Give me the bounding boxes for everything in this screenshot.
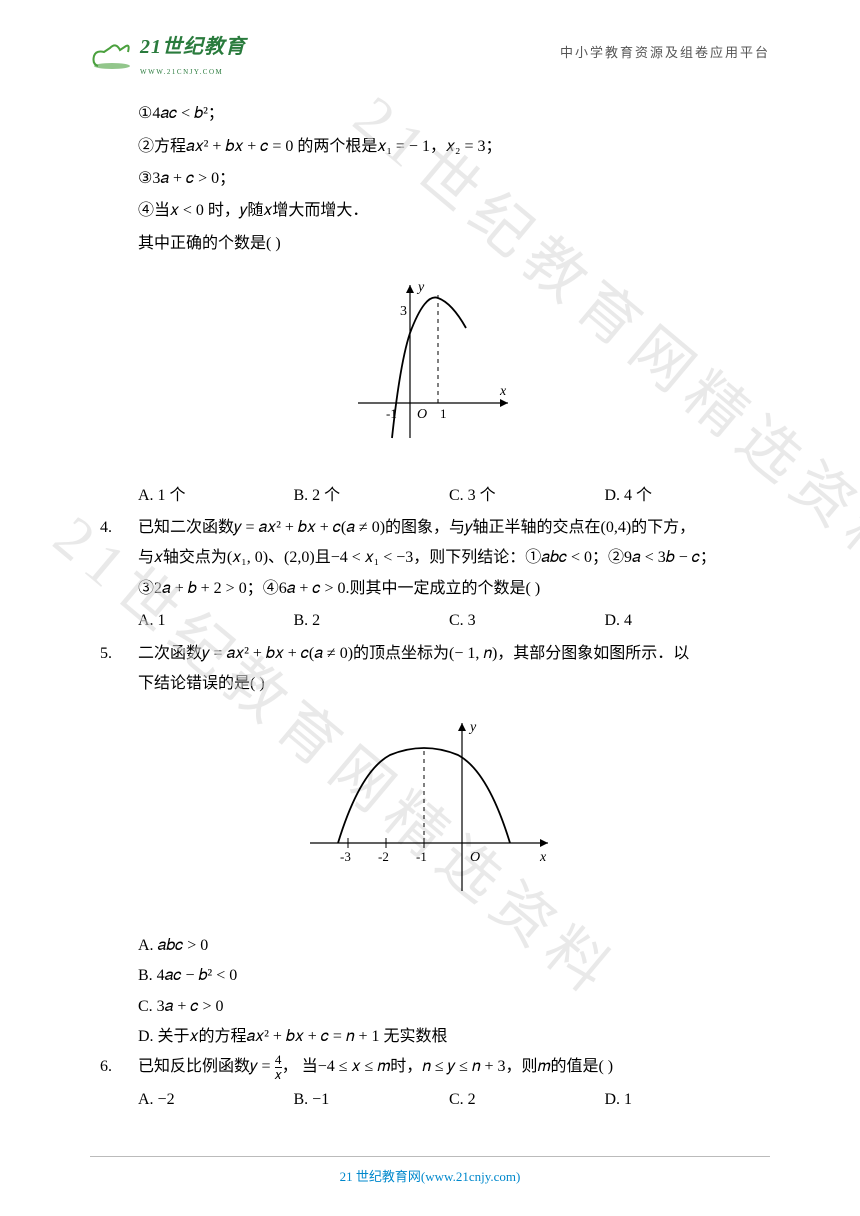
q3-options: A. 1 个 B. 2 个 C. 3 个 D. 4 个 [100, 481, 760, 511]
q3-option-c: C. 3 个 [449, 481, 605, 511]
logo-sub: WWW.21CNJY.COM [140, 66, 246, 79]
q6-number: 6. [100, 1052, 138, 1082]
svg-text:y: y [416, 280, 425, 295]
logo-icon [90, 38, 134, 70]
logo-text: 21世纪教育 [140, 28, 246, 66]
q4-option-d: D. 4 [605, 606, 761, 636]
q4-options: A. 1 B. 2 C. 3 D. 4 [100, 606, 760, 636]
q4-line1: 已知二次函数𝑦 = 𝑎𝑥² + 𝑏𝑥 + 𝑐(𝑎 ≠ 0)的图象，与𝑦轴正半轴的… [138, 513, 760, 543]
header-right-text: 中小学教育资源及组卷应用平台 [560, 41, 770, 66]
content-area: ①4𝑎𝑐 < 𝑏²； ②方程𝑎𝑥² + 𝑏𝑥 + 𝑐 = 0 的两个根是𝑥₁ =… [90, 99, 770, 1115]
q4-option-c: C. 3 [449, 606, 605, 636]
q6: 6. 已知反比例函数𝑦 = 4𝑥， 当−4 ≤ 𝑥 ≤ 𝑚时，𝑛 ≤ 𝑦 ≤ 𝑛… [100, 1052, 760, 1082]
q6-body: 已知反比例函数𝑦 = 4𝑥， 当−4 ≤ 𝑥 ≤ 𝑚时，𝑛 ≤ 𝑦 ≤ 𝑛 + … [138, 1052, 760, 1082]
q3-option-a: A. 1 个 [138, 481, 294, 511]
q3-graph: 3 -1 1 O x y [100, 273, 760, 464]
svg-text:-1: -1 [416, 849, 427, 864]
q5-option-a: A. 𝑎𝑏𝑐 > 0 [100, 931, 760, 961]
q6-option-b: B. −1 [294, 1085, 450, 1115]
q6-option-c: C. 2 [449, 1085, 605, 1115]
q3-option-b: B. 2 个 [294, 481, 450, 511]
q4-line3: ③2𝑎 + 𝑏 + 2 > 0；④6𝑎 + 𝑐 > 0.则其中一定成立的个数是(… [138, 574, 760, 604]
q4-number: 4. [100, 513, 138, 543]
q4-line2: 与𝑥轴交点为(𝑥₁, 0)、(2,0)且−4 < 𝑥₁ < −3，则下列结论：①… [138, 543, 760, 573]
svg-text:O: O [417, 407, 427, 422]
svg-text:O: O [470, 850, 480, 865]
svg-text:-1: -1 [386, 406, 397, 421]
q3-option-d: D. 4 个 [605, 481, 761, 511]
q3-statement-1: ①4𝑎𝑐 < 𝑏²； [100, 99, 760, 129]
svg-text:1: 1 [440, 406, 447, 421]
svg-text:y: y [468, 720, 477, 735]
q6-text-a: 已知反比例函数𝑦 = [138, 1058, 275, 1075]
q6-frac-den: 𝑥 [275, 1067, 282, 1082]
q5-line2: 下结论错误的是( ) [138, 669, 760, 699]
svg-text:-3: -3 [340, 849, 351, 864]
logo: 21世纪教育 WWW.21CNJY.COM [90, 28, 246, 79]
q6-option-d: D. 1 [605, 1085, 761, 1115]
q6-text-b: ， 当−4 ≤ 𝑥 ≤ 𝑚时，𝑛 ≤ 𝑦 ≤ 𝑛 + 3，则𝑚的值是( ) [282, 1058, 613, 1075]
q5-graph: -3 -2 -1 O x y [100, 713, 760, 914]
q6-frac-num: 4 [275, 1052, 282, 1067]
svg-text:3: 3 [400, 304, 407, 319]
q4: 4. 已知二次函数𝑦 = 𝑎𝑥² + 𝑏𝑥 + 𝑐(𝑎 ≠ 0)的图象，与𝑦轴正… [100, 513, 760, 604]
q4-option-b: B. 2 [294, 606, 450, 636]
q6-options: A. −2 B. −1 C. 2 D. 1 [100, 1085, 760, 1115]
q5-option-c: C. 3𝑎 + 𝑐 > 0 [100, 992, 760, 1022]
svg-text:x: x [539, 850, 547, 865]
svg-text:-2: -2 [378, 849, 389, 864]
svg-text:x: x [499, 384, 507, 399]
q3-statement-3: ③3𝑎 + 𝑐 > 0； [100, 164, 760, 194]
q3-statement-2: ②方程𝑎𝑥² + 𝑏𝑥 + 𝑐 = 0 的两个根是𝑥₁ = − 1，𝑥₂ = 3… [100, 132, 760, 162]
page-header: 21世纪教育 WWW.21CNJY.COM 中小学教育资源及组卷应用平台 [90, 28, 770, 79]
page-footer: 21 世纪教育网(www.21cnjy.com) [90, 1156, 770, 1190]
q6-option-a: A. −2 [138, 1085, 294, 1115]
q5-option-b: B. 4𝑎𝑐 − 𝑏² < 0 [100, 961, 760, 991]
q3-prompt: 其中正确的个数是( ) [100, 229, 760, 259]
q5-option-d: D. 关于𝑥的方程𝑎𝑥² + 𝑏𝑥 + 𝑐 = 𝑛 + 1 无实数根 [100, 1022, 760, 1052]
q5: 5. 二次函数𝑦 = 𝑎𝑥² + 𝑏𝑥 + 𝑐(𝑎 ≠ 0)的顶点坐标为(− 1… [100, 639, 760, 700]
q3-statement-4: ④当𝑥 < 0 时，𝑦随𝑥增大而增大． [100, 196, 760, 226]
q5-number: 5. [100, 639, 138, 669]
q4-option-a: A. 1 [138, 606, 294, 636]
q5-line1: 二次函数𝑦 = 𝑎𝑥² + 𝑏𝑥 + 𝑐(𝑎 ≠ 0)的顶点坐标为(− 1, 𝑛… [138, 639, 760, 669]
